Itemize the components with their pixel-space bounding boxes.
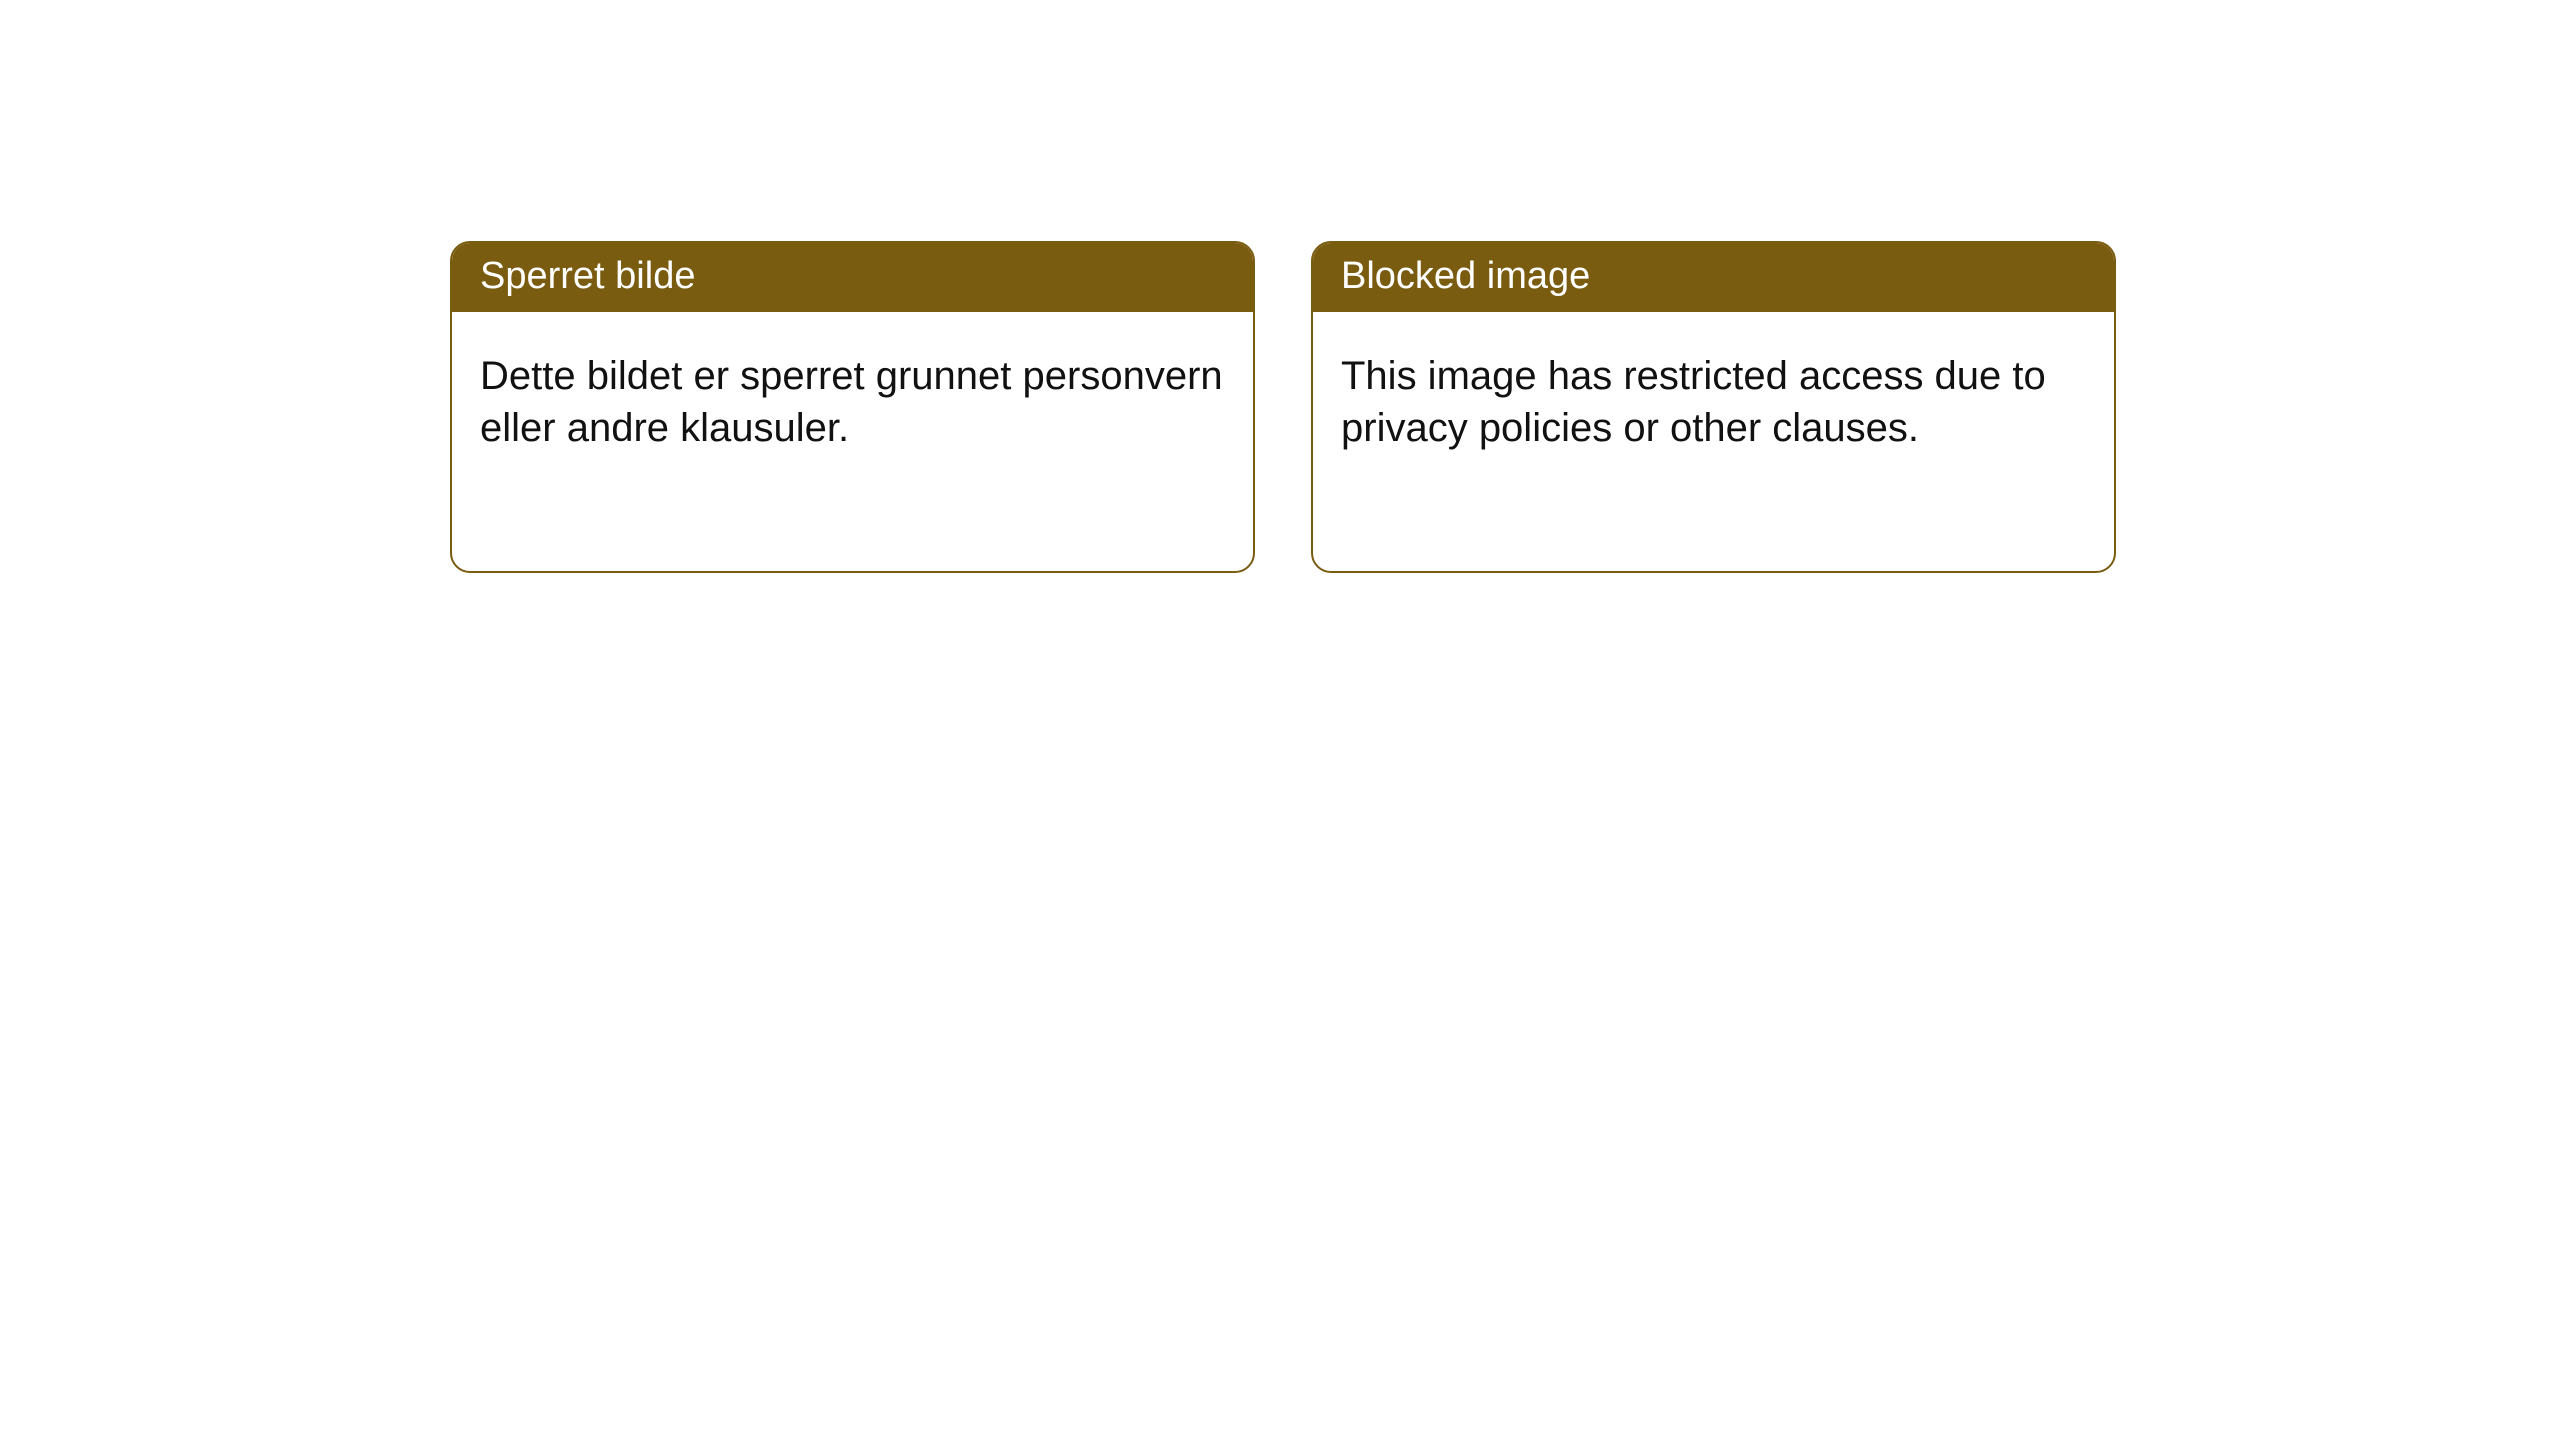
notice-card-english: Blocked image This image has restricted … [1311, 241, 2116, 573]
notice-container: Sperret bilde Dette bildet er sperret gr… [450, 241, 2116, 573]
notice-header-english: Blocked image [1313, 243, 2114, 312]
notice-header-norwegian: Sperret bilde [452, 243, 1253, 312]
notice-card-norwegian: Sperret bilde Dette bildet er sperret gr… [450, 241, 1255, 573]
notice-body-english: This image has restricted access due to … [1313, 312, 2114, 482]
notice-body-norwegian: Dette bildet er sperret grunnet personve… [452, 312, 1253, 482]
